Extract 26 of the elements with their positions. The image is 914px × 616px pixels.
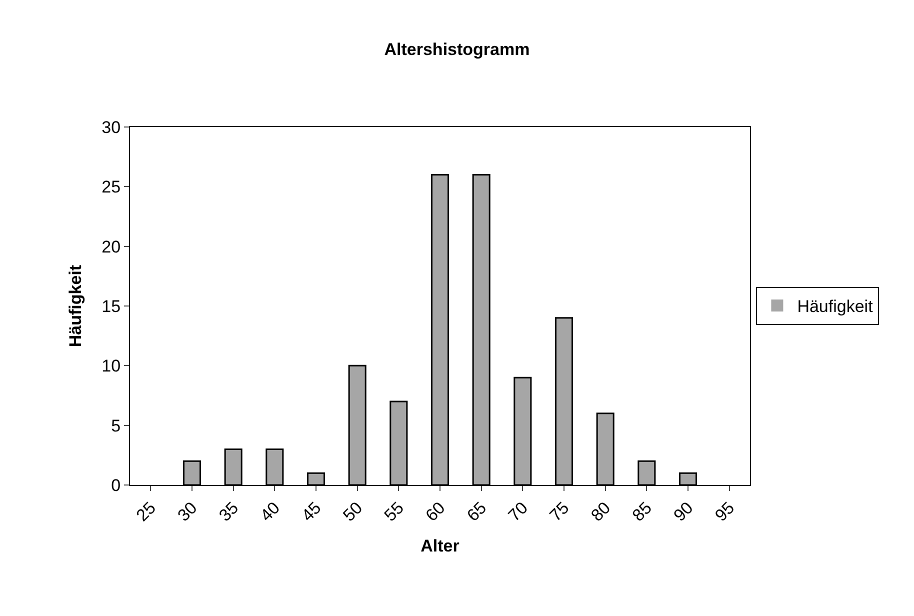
x-tick-label: 75 bbox=[546, 498, 573, 526]
y-tick-label: 30 bbox=[102, 118, 121, 137]
x-tick-label: 60 bbox=[422, 498, 449, 526]
y-tick-label: 25 bbox=[102, 178, 121, 197]
x-tick-label: 45 bbox=[298, 498, 325, 526]
y-tick-label: 10 bbox=[102, 356, 121, 376]
y-tick-label: 0 bbox=[111, 476, 121, 495]
x-tick-label: 95 bbox=[711, 498, 738, 526]
x-tick-label: 90 bbox=[670, 498, 697, 526]
x-tick-label: 80 bbox=[587, 498, 614, 526]
x-tick-label: 65 bbox=[463, 498, 490, 526]
x-tick-label: 55 bbox=[380, 498, 408, 526]
y-tick-label: 20 bbox=[102, 237, 121, 256]
x-tick-label: 25 bbox=[132, 498, 160, 526]
chart-title: Altershistogramm bbox=[384, 40, 530, 60]
x-axis-title: Alter bbox=[420, 536, 460, 556]
x-tick-label: 50 bbox=[339, 498, 366, 526]
legend-label: Häufigkeit bbox=[797, 297, 874, 316]
x-tick-label: 85 bbox=[628, 498, 656, 526]
y-tick-label: 15 bbox=[102, 296, 121, 316]
x-tick-label: 40 bbox=[256, 498, 284, 526]
x-tick-label: 35 bbox=[215, 498, 242, 526]
y-axis-title: Häufigkeit bbox=[66, 264, 86, 348]
x-tick-label: 30 bbox=[174, 498, 201, 526]
x-tick-label: 70 bbox=[504, 498, 532, 526]
y-tick-label: 5 bbox=[111, 416, 121, 436]
